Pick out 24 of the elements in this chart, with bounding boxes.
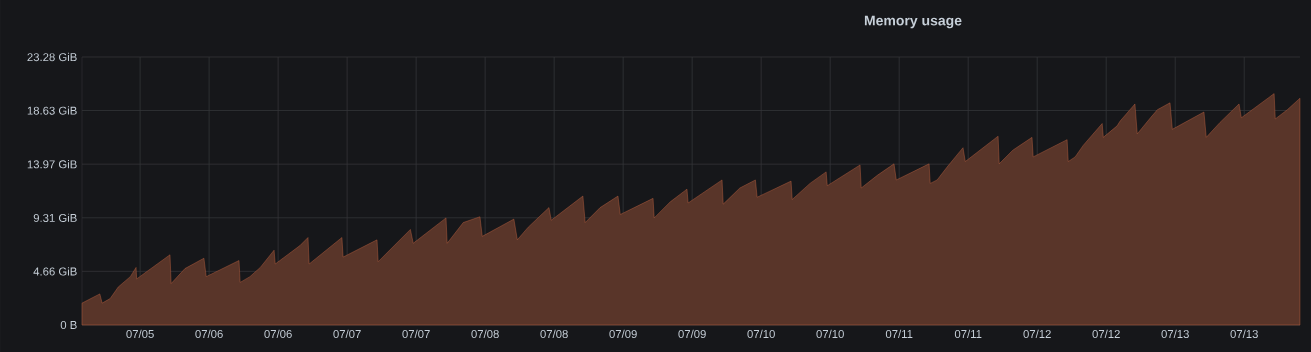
x-tick-label: 07/10 xyxy=(816,329,844,339)
x-tick-label: 07/09 xyxy=(678,329,706,339)
x-tick-label: 07/11 xyxy=(954,329,982,339)
x-tick-label: 07/10 xyxy=(747,329,775,339)
x-tick-label: 07/09 xyxy=(609,329,637,339)
x-tick-label: 07/12 xyxy=(1023,329,1051,339)
chart-title: Memory usage xyxy=(864,15,962,29)
x-tick-label: 07/08 xyxy=(471,329,499,339)
y-tick-label: 18.63 GiB xyxy=(27,106,77,115)
x-tick-label: 07/07 xyxy=(333,329,361,339)
x-tick-label: 07/12 xyxy=(1092,329,1120,339)
x-tick-label: 07/06 xyxy=(195,329,223,339)
y-tick-label: 9.31 GiB xyxy=(33,213,77,222)
y-tick-label: 4.66 GiB xyxy=(33,267,77,276)
y-tick-label: 0 B xyxy=(60,320,77,329)
y-tick-label: 23.28 GiB xyxy=(27,52,77,62)
x-tick-label: 07/08 xyxy=(540,329,568,339)
x-tick-label: 07/07 xyxy=(402,329,430,339)
y-tick-label: 13.97 GiB xyxy=(27,160,77,169)
x-tick-label: 07/13 xyxy=(1230,329,1258,339)
x-tick-label: 07/05 xyxy=(126,329,154,339)
x-tick-label: 07/06 xyxy=(264,329,292,339)
x-tick-label: 07/11 xyxy=(885,329,913,339)
x-tick-label: 07/13 xyxy=(1161,329,1189,339)
